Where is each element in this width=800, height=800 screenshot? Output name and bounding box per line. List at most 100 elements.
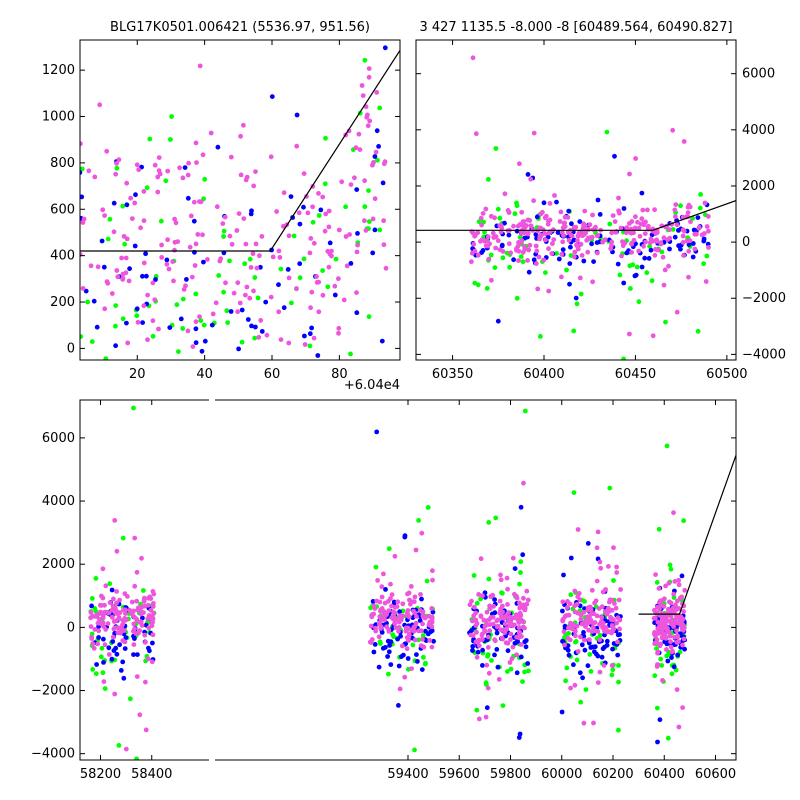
- data-point-series-a: [370, 599, 376, 604]
- data-point-series-b: [377, 227, 383, 233]
- data-point-series-c: [557, 219, 563, 224]
- data-point-series-a: [682, 646, 687, 652]
- plot-area-full: [88, 405, 736, 760]
- data-point-series-b: [375, 157, 380, 163]
- data-point-series-c: [472, 248, 478, 254]
- data-point-series-c: [478, 215, 484, 221]
- data-point-series-c: [480, 211, 486, 216]
- data-point-series-b: [493, 146, 499, 151]
- data-point-series-c: [234, 228, 240, 233]
- data-point-series-a: [202, 338, 208, 344]
- data-point-series-c: [277, 255, 283, 260]
- data-point-series-c: [478, 556, 484, 562]
- data-point-series-a: [391, 599, 397, 605]
- data-point-series-a: [288, 194, 294, 200]
- data-point-series-b: [120, 203, 126, 209]
- data-point-series-c: [243, 292, 248, 298]
- data-point-series-c: [388, 596, 393, 601]
- data-point-series-c: [486, 670, 492, 676]
- data-point-series-c: [336, 325, 342, 331]
- data-point-series-c: [102, 306, 108, 312]
- data-point-series-b: [607, 221, 613, 227]
- data-point-series-a: [379, 338, 385, 344]
- data-point-series-c: [595, 250, 600, 256]
- data-point-series-c: [405, 612, 411, 618]
- data-point-series-a: [589, 241, 594, 247]
- data-point-series-c: [362, 218, 367, 224]
- data-point-series-a: [109, 587, 115, 593]
- axis-break-mask: [209, 396, 215, 404]
- data-point-series-c: [469, 259, 474, 265]
- data-point-series-b: [543, 270, 548, 275]
- data-point-series-a: [639, 190, 645, 196]
- data-point-series-c: [617, 626, 622, 632]
- data-point-series-b: [144, 185, 150, 191]
- data-point-series-c: [343, 234, 349, 239]
- data-point-series-c: [136, 167, 142, 173]
- data-point-series-a: [91, 298, 97, 304]
- data-point-series-c: [229, 241, 235, 247]
- data-point-series-c: [665, 237, 671, 242]
- data-point-series-a: [80, 170, 83, 175]
- data-point-series-c: [483, 714, 489, 720]
- ticks-full: 58200 58400 59400 59600 59800 60000 60200 60400…: [31, 400, 736, 782]
- data-point-series-a: [571, 662, 576, 668]
- data-point-series-a: [370, 250, 376, 256]
- data-point-series-a: [140, 320, 146, 325]
- data-point-series-c: [521, 602, 526, 608]
- data-point-series-c: [594, 613, 600, 619]
- data-point-series-b: [180, 296, 186, 302]
- data-point-series-a: [621, 280, 627, 286]
- data-point-series-a: [263, 299, 269, 305]
- data-point-series-b: [554, 251, 559, 256]
- data-point-series-c: [418, 643, 424, 648]
- data-point-series-c: [409, 666, 414, 671]
- data-point-series-a: [269, 94, 275, 99]
- data-point-series-a: [124, 202, 130, 208]
- data-point-series-a: [236, 346, 242, 352]
- data-point-series-b: [193, 291, 199, 297]
- data-point-series-a: [383, 587, 388, 592]
- data-point-series-a: [648, 247, 654, 253]
- data-point-series-c: [323, 211, 329, 217]
- data-point-series-c: [145, 656, 151, 662]
- data-point-series-c: [614, 564, 619, 570]
- data-point-series-a: [577, 670, 583, 676]
- x-offset-label-zoom: +6.04e4: [344, 378, 400, 393]
- data-point-series-a: [470, 648, 475, 653]
- data-point-series-b: [476, 219, 482, 225]
- data-point-series-c: [268, 154, 274, 160]
- data-point-series-a: [499, 242, 505, 248]
- data-point-series-b: [221, 234, 227, 239]
- data-point-series-a: [386, 649, 392, 655]
- data-point-series-c: [131, 621, 137, 627]
- data-point-series-c: [426, 613, 432, 619]
- data-point-series-c: [586, 607, 591, 613]
- data-point-series-a: [127, 266, 132, 272]
- data-point-series-c: [572, 682, 578, 688]
- data-point-series-c: [123, 611, 128, 616]
- data-point-series-b: [701, 261, 706, 267]
- data-point-series-c: [274, 209, 279, 214]
- data-point-series-a: [646, 256, 652, 261]
- data-point-series-c: [132, 200, 138, 206]
- data-point-series-c: [587, 637, 592, 643]
- y-tick-label: 0: [67, 341, 75, 356]
- data-point-series-c: [492, 637, 497, 643]
- data-point-series-c: [418, 592, 423, 597]
- data-point-series-a: [594, 240, 600, 246]
- data-point-series-c: [244, 284, 250, 290]
- data-point-series-b: [493, 515, 499, 521]
- data-point-series-c: [336, 276, 341, 282]
- data-point-series-b: [583, 687, 589, 692]
- data-point-series-c: [412, 610, 418, 616]
- data-point-series-c: [699, 232, 705, 238]
- data-point-series-c: [134, 569, 140, 575]
- data-point-series-c: [594, 578, 600, 584]
- data-point-series-a: [581, 258, 587, 264]
- data-point-series-b: [89, 339, 95, 344]
- data-point-series-a: [315, 353, 321, 358]
- data-point-series-a: [691, 227, 697, 233]
- data-point-series-a: [514, 228, 520, 234]
